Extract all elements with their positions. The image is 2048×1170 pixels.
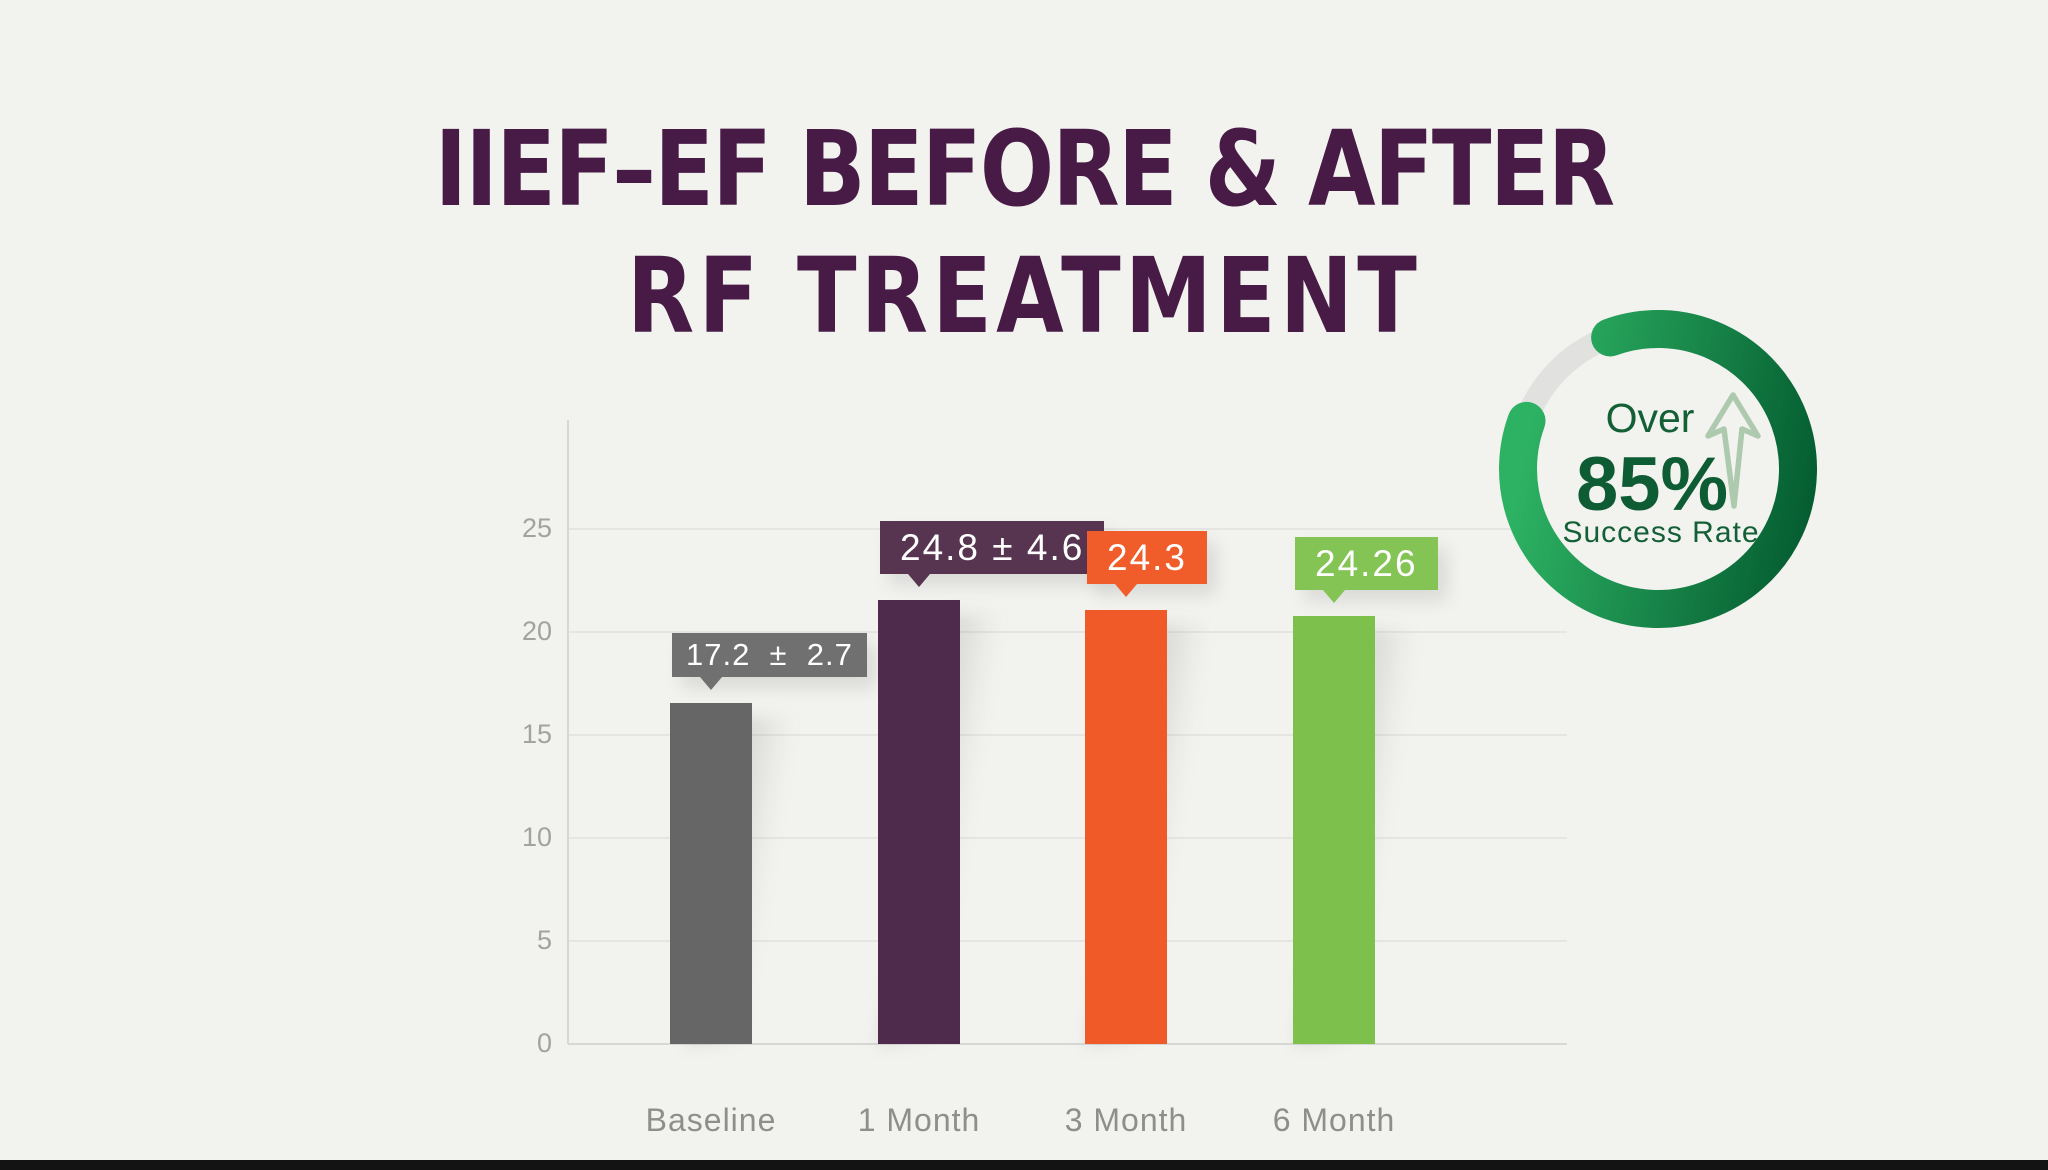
y-tick-label: 5 — [536, 925, 552, 955]
title-line-2: RF TREATMENT — [626, 235, 1422, 357]
success-rate-badge: Over 85% Success Rate — [1499, 310, 1817, 628]
callout-pointer — [700, 677, 722, 690]
badge-suffix-label: Success Rate — [1562, 516, 1760, 549]
x-axis-label: 3 Month — [1064, 1102, 1188, 1138]
page-title: IIEF–EF BEFORE & AFTER RF TREATMENT — [0, 106, 2048, 360]
footer-bar — [0, 1160, 2048, 1170]
callout-pointer — [1323, 590, 1345, 603]
bar-baseline — [670, 703, 752, 1044]
bar-6-month — [1293, 616, 1375, 1044]
ring-progress-arc — [1499, 310, 1817, 628]
x-axis-label: 1 Month — [857, 1102, 981, 1138]
title-line-1: IIEF–EF BEFORE & AFTER — [434, 108, 1616, 230]
y-tick-label: 15 — [521, 719, 552, 749]
x-axis-label: Baseline — [645, 1102, 777, 1138]
progress-ring — [1499, 310, 1817, 628]
value-callout: 24.3 — [1087, 531, 1208, 597]
value-callout: 24.8 ± 4.6 — [880, 521, 1105, 587]
y-tick-label: 0 — [536, 1028, 552, 1058]
ring-inner-disc — [1529, 340, 1787, 598]
gridline — [568, 940, 1567, 942]
y-tick-label: 25 — [521, 513, 552, 543]
value-callout: 24.26 — [1295, 537, 1438, 603]
callout-pointer — [908, 574, 930, 587]
x-axis-line — [568, 1043, 1567, 1045]
bar-1-month — [878, 600, 960, 1044]
value-callout: 17.2 ± 2.7 — [672, 633, 867, 690]
gridline — [568, 837, 1567, 839]
gridline — [568, 631, 1567, 633]
callout-pointer — [1115, 584, 1137, 597]
badge-prefix-label: Over — [1605, 395, 1695, 441]
gridline — [568, 734, 1567, 736]
up-arrow-icon — [1705, 392, 1761, 509]
y-tick-label: 10 — [521, 822, 552, 852]
y-tick-label: 20 — [521, 616, 552, 646]
y-axis-line — [567, 420, 569, 1044]
x-axis-label: 6 Month — [1272, 1102, 1396, 1138]
badge-percvalue: 85% — [1575, 442, 1729, 527]
bar-3-month — [1085, 610, 1167, 1044]
